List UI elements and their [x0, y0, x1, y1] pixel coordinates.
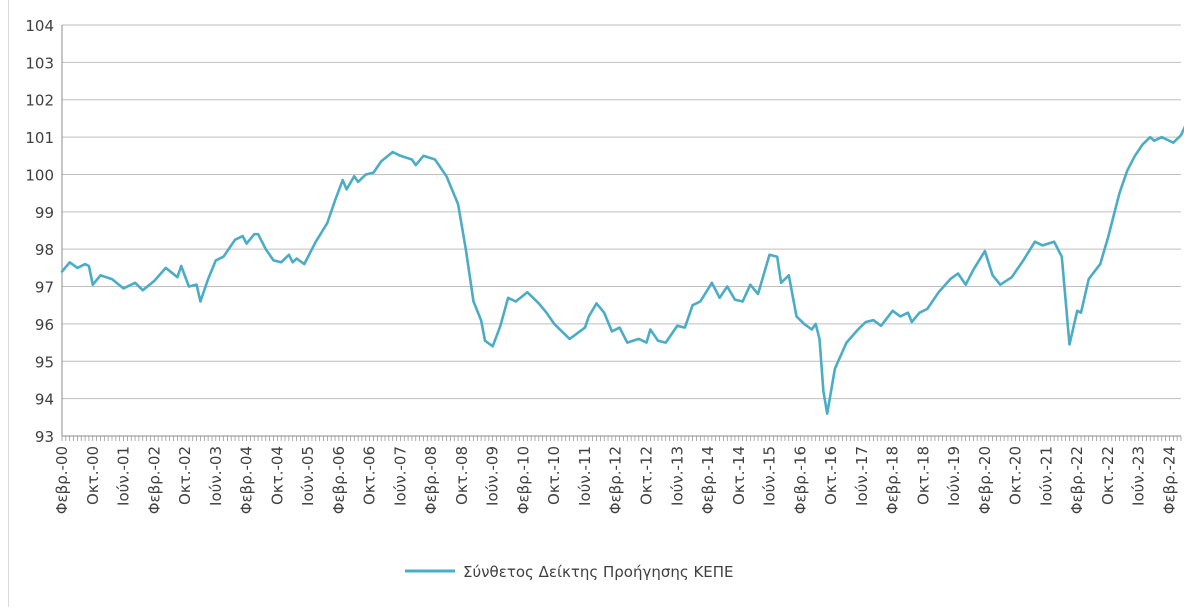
x-tick-label: Ιούν.-05 [299, 446, 317, 506]
x-tick-label: Φεβρ.-04 [238, 446, 256, 514]
x-tick-label: Φεβρ.-02 [145, 446, 163, 514]
y-tick-label: 100 [25, 166, 54, 184]
x-tick-label: Οκτ.-12 [637, 446, 655, 505]
x-tick-labels: Φεβρ.-00 Οκτ.-00 Ιούν.-01 Φεβρ.-02 Οκτ.-02 Ιο… [53, 446, 1178, 514]
x-tick-label: Οκτ.-22 [1099, 446, 1117, 505]
x-tick-label: Ιούν.-11 [576, 446, 594, 506]
y-tick-label: 102 [25, 92, 54, 110]
x-tick-label: Φεβρ.-16 [791, 446, 809, 514]
gridlines [62, 24, 1181, 400]
y-tick-label: 93 [35, 428, 54, 446]
x-tick-label: Φεβρ.-24 [1160, 446, 1178, 514]
x-tick-label: Οκτ.-20 [1007, 446, 1025, 505]
x-tick-label: Οκτ.-02 [176, 446, 194, 505]
y-tick-label: 96 [35, 316, 54, 334]
x-tick-label: Ιούν.-13 [668, 446, 686, 506]
y-tick-label: 103 [25, 54, 54, 72]
x-tick-label: Φεβρ.-08 [422, 446, 440, 514]
x-tick-label: Οκτ.-10 [545, 446, 563, 505]
x-tick-label: Ιούν.-09 [484, 446, 502, 506]
x-tick-label: Φεβρ.-20 [976, 446, 994, 514]
y-tick-label: 101 [25, 129, 54, 147]
y-tick-label: 97 [35, 279, 54, 297]
y-tick-label: 94 [35, 391, 54, 409]
x-tick-label: Φεβρ.-14 [699, 446, 717, 514]
x-tick-label: Οκτ.-16 [822, 446, 840, 505]
x-tick-label: Ιούν.-21 [1037, 446, 1055, 506]
y-tick-label: 104 [25, 17, 54, 35]
x-tick-label: Οκτ.-06 [361, 446, 379, 505]
y-tick-label: 99 [35, 204, 54, 222]
chart-frame [8, 0, 1184, 607]
series-line [60, 125, 1184, 415]
x-tick-label: Φεβρ.-18 [884, 446, 902, 514]
y-tick-label: 98 [35, 241, 54, 259]
x-tick-label: Ιούν.-17 [853, 446, 871, 506]
axes [61, 25, 1182, 441]
legend: Σύνθετος Δείκτης Προήγησης ΚΕΠΕ [405, 563, 734, 581]
x-tick-label: Φεβρ.-22 [1068, 446, 1086, 514]
x-tick-label: Ιούν.-19 [945, 446, 963, 506]
series-lines [60, 125, 1184, 415]
x-tick-label: Οκτ.-18 [914, 446, 932, 505]
x-tick-label: Ιούν.-07 [391, 446, 409, 506]
x-tick-label: Οκτ.-08 [453, 446, 471, 505]
x-tick-label: Ιούν.-23 [1130, 446, 1148, 506]
x-tick-label: Φεβρ.-10 [514, 446, 532, 514]
x-tick-label: Φεβρ.-12 [607, 446, 625, 514]
legend-label: Σύνθετος Δείκτης Προήγησης ΚΕΠΕ [463, 563, 734, 581]
x-tick-label: Φεβρ.-06 [330, 446, 348, 514]
x-tick-label: Φεβρ.-00 [53, 446, 71, 514]
x-tick-label: Οκτ.-14 [730, 446, 748, 505]
x-tick-label: Ιούν.-03 [207, 446, 225, 506]
x-tick-label: Οκτ.-04 [268, 446, 286, 505]
x-tick-label: Ιούν.-01 [115, 446, 133, 506]
x-tick-label: Οκτ.-00 [84, 446, 102, 505]
y-tick-labels: 93 94 95 96 97 98 99 100 101 102 103 104 [25, 17, 54, 446]
x-tick-label: Ιούν.-15 [761, 446, 779, 506]
y-tick-label: 95 [35, 353, 54, 371]
